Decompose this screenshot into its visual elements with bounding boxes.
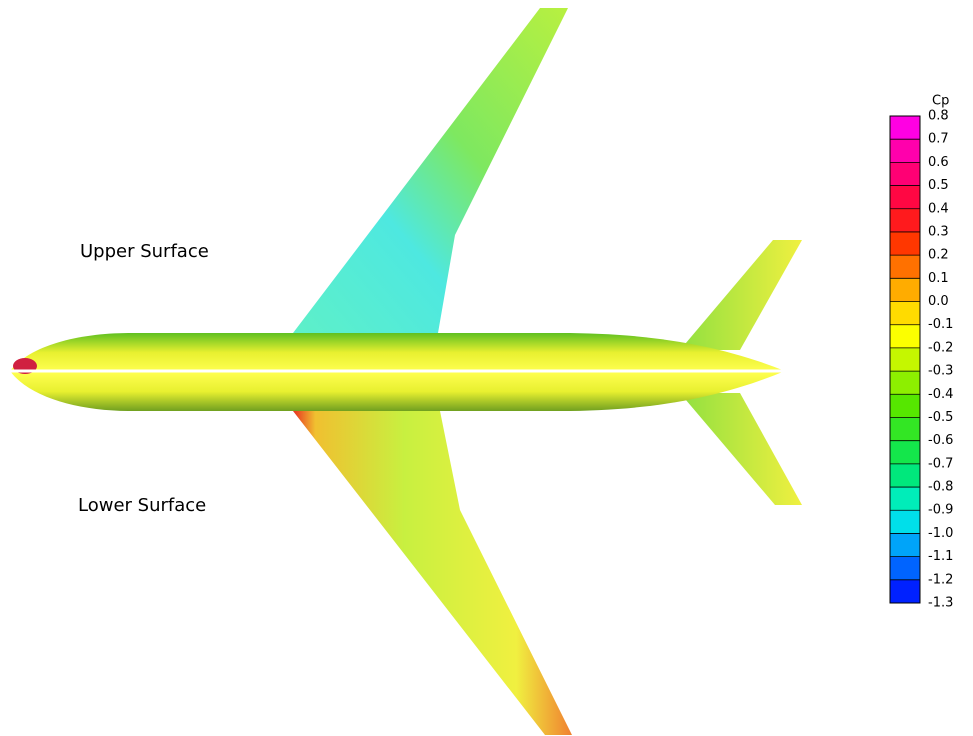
colorbar-label: -0.4: [928, 387, 953, 402]
upper-tail: [680, 240, 802, 350]
colorbar-segment: [890, 510, 920, 534]
colorbar-label: -0.8: [928, 480, 953, 495]
colorbar-segment: [890, 255, 920, 279]
colorbar-segment: [890, 139, 920, 163]
colorbar-label: 0.0: [928, 294, 949, 309]
colorbar-segment: [890, 347, 920, 372]
colorbar-label: -1.3: [928, 596, 953, 611]
colorbar-label: -0.5: [928, 410, 953, 425]
colorbar-segment: [890, 394, 920, 418]
colorbar-label: 0.8: [928, 109, 949, 124]
colorbar-label: 0.4: [928, 201, 949, 216]
colorbar-segment: [890, 556, 920, 581]
colorbar: 0.8 0.7 0.6 0.5 0.4 0.3 0.2 0.1 0.0 -0.1 -0.2 -0.3 -…: [889, 109, 953, 611]
colorbar-label: 0.7: [928, 132, 949, 147]
colorbar-segment: [890, 185, 920, 210]
aircraft: [10, 8, 802, 735]
lower-tail: [680, 393, 802, 505]
colorbar-segment: [890, 440, 920, 465]
colorbar-label: 0.2: [928, 248, 949, 263]
colorbar-segment: [890, 417, 920, 442]
colorbar-segment: [890, 579, 920, 604]
colorbar-segment: [890, 371, 920, 395]
colorbar-segment: [890, 278, 920, 303]
colorbar-label: 0.5: [928, 178, 949, 193]
colorbar-label: -0.3: [928, 364, 953, 379]
colorbar-label: -1.0: [928, 526, 953, 541]
colorbar-segment: [890, 463, 920, 488]
lower-wing: [293, 411, 572, 735]
colorbar-label: -0.7: [928, 456, 953, 471]
lower-label: Lower Surface: [78, 495, 206, 516]
upper-label: Upper Surface: [80, 241, 209, 262]
colorbar-label: -0.2: [928, 340, 953, 355]
colorbar-segment: [890, 231, 920, 256]
colorbar-segment: [890, 162, 920, 187]
legend-title: Cp: [932, 94, 949, 109]
colorbar-segment: [890, 301, 920, 326]
colorbar-label: -1.2: [928, 572, 953, 587]
upper-wing: [293, 8, 568, 333]
colorbar-segment: [890, 324, 920, 349]
colorbar-label: -0.1: [928, 317, 953, 332]
colorbar-segment: [890, 116, 920, 140]
colorbar-label: -0.9: [928, 503, 953, 518]
colorbar-label: 0.3: [928, 224, 949, 239]
colorbar-label: -1.1: [928, 549, 953, 564]
colorbar-segment: [890, 487, 920, 511]
colorbar-segment: [890, 533, 920, 558]
colorbar-segment: [890, 208, 920, 233]
colorbar-label: -0.6: [928, 433, 953, 448]
colorbar-label: 0.6: [928, 155, 949, 170]
colorbar-label: 0.1: [928, 271, 949, 286]
